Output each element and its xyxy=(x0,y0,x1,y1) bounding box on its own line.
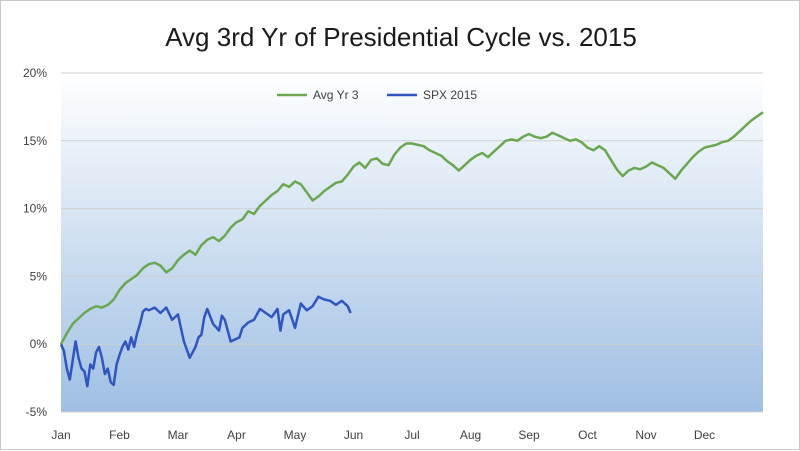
x-tick-label: Aug xyxy=(460,428,481,442)
legend-item-spx-2015: SPX 2015 xyxy=(387,88,477,102)
y-axis-tick-labels: 20% 15% 10% 5% 0% -5% xyxy=(23,66,47,419)
legend-label-avg-yr3: Avg Yr 3 xyxy=(313,88,359,102)
series-layer xyxy=(59,111,764,388)
plot-area xyxy=(61,73,763,412)
x-tick-label: Sep xyxy=(518,428,540,442)
x-tick-label: Apr xyxy=(227,428,246,442)
x-axis-tick-labels: Jan Feb Mar Apr May Jun Jul Aug Sep Oct Nov Dec xyxy=(51,428,715,442)
x-tick-label: Jul xyxy=(404,428,419,442)
chart-title: Avg 3rd Yr of Presidential Cycle vs. 201… xyxy=(165,22,637,52)
legend: Avg Yr 3 SPX 2015 xyxy=(277,88,477,102)
legend-label-spx-2015: SPX 2015 xyxy=(423,88,477,102)
y-tick-label: 15% xyxy=(23,134,47,148)
x-tick-label: Dec xyxy=(694,428,715,442)
x-tick-label: Feb xyxy=(109,428,130,442)
y-tick-label: 5% xyxy=(30,269,48,283)
x-tick-label: Jan xyxy=(51,428,70,442)
y-tick-label: 20% xyxy=(23,66,47,80)
legend-item-avg-yr3: Avg Yr 3 xyxy=(277,88,359,102)
x-tick-label: May xyxy=(284,428,307,442)
series-line-spx-2015 xyxy=(59,295,352,388)
y-tick-label: 10% xyxy=(23,202,47,216)
x-tick-label: Mar xyxy=(168,428,189,442)
x-tick-label: Oct xyxy=(578,428,597,442)
x-tick-label: Nov xyxy=(635,428,656,442)
y-tick-label: 0% xyxy=(30,337,48,351)
x-tick-label: Jun xyxy=(344,428,363,442)
series-line-avg-yr-3 xyxy=(59,111,764,345)
grid-lines xyxy=(61,72,763,413)
y-tick-label: -5% xyxy=(26,405,48,419)
